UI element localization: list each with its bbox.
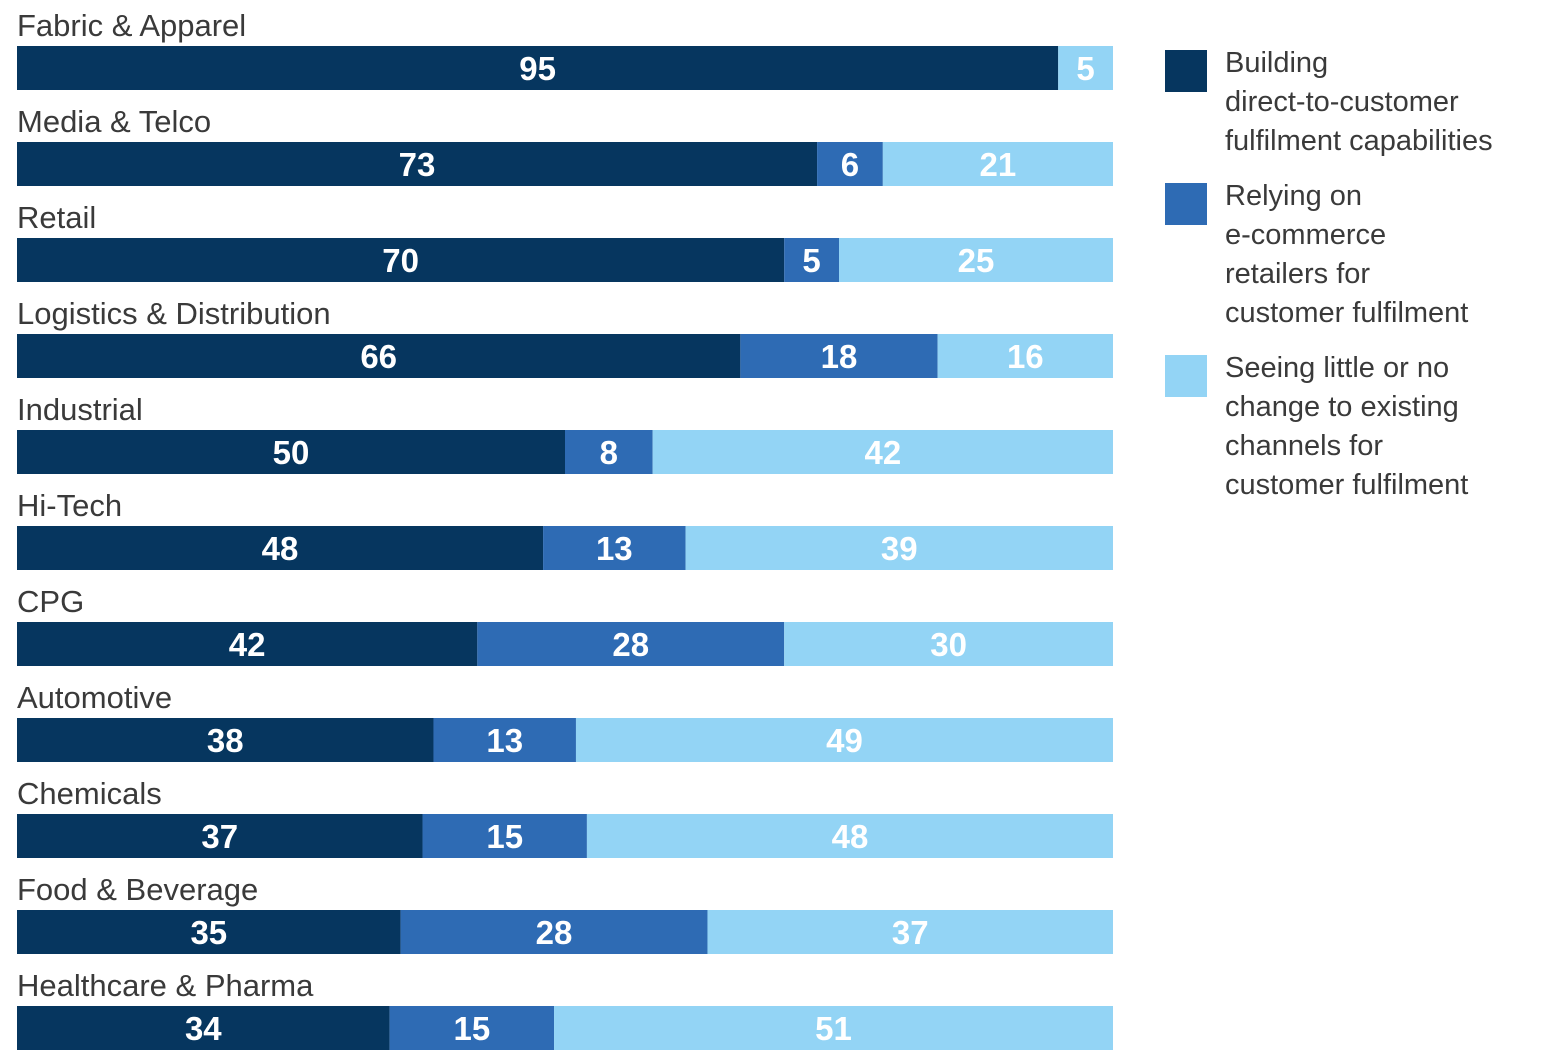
- bar-segment-food-beverage-s0: [17, 910, 401, 954]
- bar-segment-cpg-s2: [784, 622, 1113, 666]
- data-label-healthcare-pharma-s1: 15: [453, 1010, 490, 1047]
- category-label-chemicals: Chemicals: [17, 776, 162, 811]
- data-label-cpg-s0: 42: [229, 626, 266, 663]
- data-label-automotive-s0: 38: [207, 722, 244, 759]
- data-label-healthcare-pharma-s0: 34: [185, 1010, 222, 1047]
- bar-segment-automotive-s1: [433, 718, 576, 762]
- data-label-hi-tech-s2: 39: [881, 530, 918, 567]
- bar-segment-hi-tech-s1: [543, 526, 686, 570]
- data-label-industrial-s0: 50: [273, 434, 310, 471]
- data-label-automotive-s2: 49: [826, 722, 863, 759]
- data-label-automotive-s1: 13: [486, 722, 523, 759]
- category-label-fabric-apparel: Fabric & Apparel: [17, 8, 246, 43]
- category-label-retail: Retail: [17, 200, 96, 235]
- bar-segment-automotive-s2: [575, 718, 1113, 762]
- bar-segment-media-telco-s2: [882, 142, 1113, 186]
- bar-segment-industrial-s1: [565, 430, 653, 474]
- data-label-industrial-s2: 42: [864, 434, 901, 471]
- category-label-cpg: CPG: [17, 584, 84, 619]
- data-label-fabric-apparel-s0: 95: [519, 50, 556, 87]
- data-label-retail-s0: 70: [382, 242, 419, 279]
- bar-segment-healthcare-pharma-s0: [17, 1006, 390, 1050]
- bar-segment-media-telco-s1: [817, 142, 883, 186]
- legend-swatch-relying: [1165, 183, 1207, 225]
- legend-swatch-building: [1165, 50, 1207, 92]
- legend-item-relying: Relying on e-commerce retailers for cust…: [1165, 177, 1541, 333]
- bar-segment-food-beverage-s2: [707, 910, 1113, 954]
- category-label-logistics-distribution: Logistics & Distribution: [17, 296, 331, 331]
- legend-label-building: Building direct-to-customer fulfilment c…: [1225, 47, 1493, 157]
- stacked-bar-chart: Fabric & Apparel 95 5 Media & Telco 73 6 21 Ret…: [17, 8, 1113, 1050]
- bar-segment-logistics-distribution-s0: [17, 334, 741, 378]
- bar-segment-food-beverage-s1: [400, 910, 708, 954]
- data-label-media-telco-s2: 21: [980, 146, 1017, 183]
- bar-segment-retail-s1: [784, 238, 839, 282]
- data-label-logistics-distribution-s0: 66: [360, 338, 397, 375]
- data-label-chemicals-s2: 48: [832, 818, 869, 855]
- category-label-automotive: Automotive: [17, 680, 172, 715]
- bar-segment-hi-tech-s2: [685, 526, 1113, 570]
- bar-segment-retail-s2: [839, 238, 1113, 282]
- bar-segment-healthcare-pharma-s2: [554, 1006, 1113, 1050]
- bar-segment-cpg-s1: [477, 622, 785, 666]
- category-label-media-telco: Media & Telco: [17, 104, 211, 139]
- data-label-hi-tech-s0: 48: [262, 530, 299, 567]
- bar-segment-fabric-apparel-s0: [17, 46, 1059, 90]
- legend: Building direct-to-customer fulfilment c…: [1165, 44, 1541, 521]
- bar-segment-industrial-s2: [652, 430, 1113, 474]
- bar-segment-cpg-s0: [17, 622, 478, 666]
- data-label-logistics-distribution-s1: 18: [821, 338, 858, 375]
- data-label-healthcare-pharma-s2: 51: [815, 1010, 852, 1047]
- data-label-retail-s1: 5: [802, 242, 820, 279]
- bar-segment-retail-s0: [17, 238, 785, 282]
- legend-item-no-change: Seeing little or no change to existing c…: [1165, 349, 1541, 505]
- legend-label-relying: Relying on e-commerce retailers for cust…: [1225, 180, 1469, 329]
- bar-segment-hi-tech-s0: [17, 526, 544, 570]
- bar-segment-logistics-distribution-s2: [937, 334, 1113, 378]
- data-label-retail-s2: 25: [958, 242, 995, 279]
- data-label-logistics-distribution-s2: 16: [1007, 338, 1044, 375]
- legend-item-building: Building direct-to-customer fulfilment c…: [1165, 44, 1541, 161]
- category-label-hi-tech: Hi-Tech: [17, 488, 122, 523]
- bar-segment-chemicals-s0: [17, 814, 423, 858]
- category-label-healthcare-pharma: Healthcare & Pharma: [17, 968, 314, 1003]
- legend-swatch-no-change: [1165, 355, 1207, 397]
- data-label-media-telco-s0: 73: [399, 146, 436, 183]
- data-label-food-beverage-s2: 37: [892, 914, 929, 951]
- bar-segment-media-telco-s0: [17, 142, 818, 186]
- bar-segment-logistics-distribution-s1: [740, 334, 938, 378]
- data-label-fabric-apparel-s2: 5: [1076, 50, 1094, 87]
- bar-segment-chemicals-s2: [586, 814, 1113, 858]
- bar-segment-automotive-s0: [17, 718, 434, 762]
- legend-label-no-change: Seeing little or no change to existing c…: [1225, 352, 1469, 501]
- data-label-cpg-s2: 30: [930, 626, 967, 663]
- bar-segment-healthcare-pharma-s1: [389, 1006, 555, 1050]
- category-label-food-beverage: Food & Beverage: [17, 872, 258, 907]
- data-label-hi-tech-s1: 13: [596, 530, 633, 567]
- bar-segment-fabric-apparel-s2: [1058, 46, 1113, 90]
- data-label-food-beverage-s1: 28: [536, 914, 573, 951]
- data-label-cpg-s1: 28: [612, 626, 649, 663]
- bar-segment-chemicals-s1: [422, 814, 587, 858]
- category-label-industrial: Industrial: [17, 392, 143, 427]
- data-label-chemicals-s1: 15: [486, 818, 523, 855]
- data-label-media-telco-s1: 6: [841, 146, 859, 183]
- data-label-industrial-s1: 8: [600, 434, 618, 471]
- data-label-chemicals-s0: 37: [201, 818, 238, 855]
- data-label-food-beverage-s0: 35: [190, 914, 227, 951]
- bar-segment-industrial-s0: [17, 430, 565, 474]
